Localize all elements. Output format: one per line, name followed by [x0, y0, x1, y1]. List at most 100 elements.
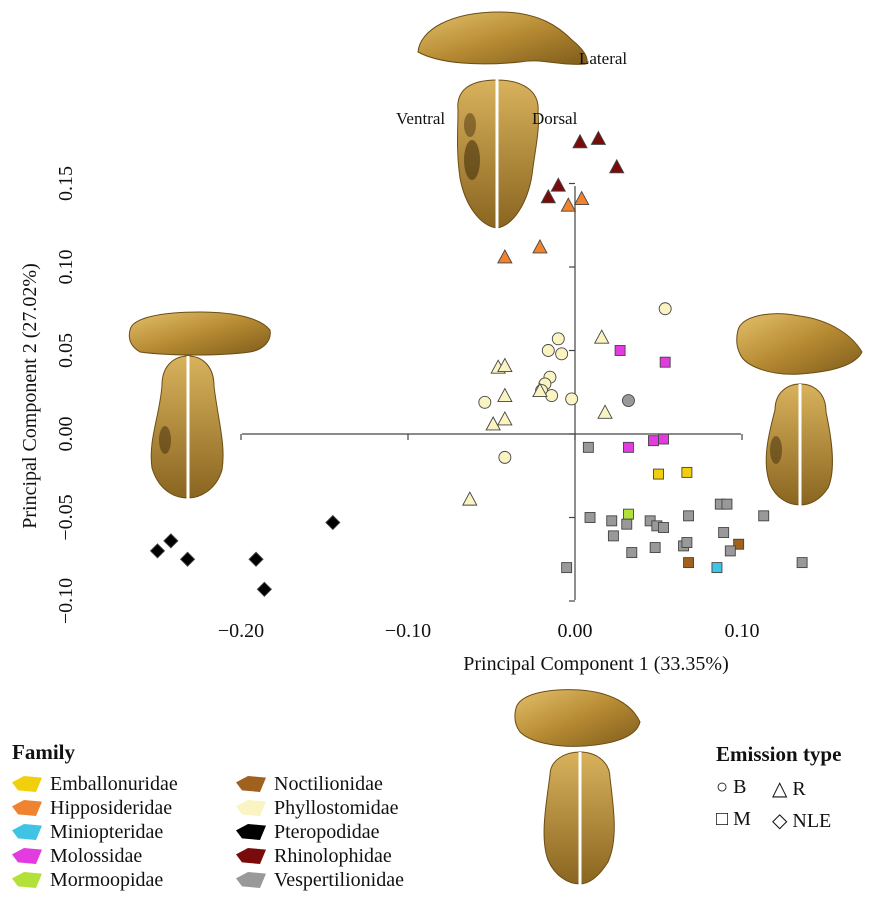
skull-render-left [128, 311, 271, 500]
legend-swatch [236, 824, 266, 840]
data-point [497, 411, 513, 426]
legend-emission-m: □ M [716, 808, 751, 830]
legend-label: Rhinolophidae [274, 845, 392, 867]
data-point [179, 551, 196, 567]
legend-swatch [236, 872, 266, 888]
data-point [325, 514, 341, 531]
data-point [498, 450, 512, 464]
y-tick-label: 0.00 [55, 417, 77, 452]
y-tick-label: −0.10 [55, 578, 77, 624]
data-point [540, 188, 557, 204]
legend-label: Pteropodidae [274, 821, 380, 843]
legend-swatch [12, 800, 42, 816]
data-point [721, 498, 733, 510]
legend-label: Phyllostomidae [274, 797, 399, 819]
data-point [163, 533, 179, 549]
legend-label: Miniopteridae [50, 821, 164, 843]
legend-swatch [236, 800, 266, 816]
data-point [681, 537, 693, 548]
data-point [607, 530, 619, 542]
data-point [582, 441, 594, 453]
data-point [622, 441, 634, 453]
data-point [462, 491, 478, 506]
legend-swatch [12, 824, 42, 840]
data-point [659, 356, 671, 368]
data-point [648, 435, 659, 447]
y-axis-label: Principal Component 2 (27.02%) [19, 263, 41, 529]
data-point [658, 302, 672, 316]
data-point [560, 197, 577, 212]
family-legend-title: Family [12, 740, 75, 764]
data-point [606, 515, 618, 527]
y-tick-label: 0.15 [55, 166, 77, 201]
legend-swatch [236, 776, 266, 792]
data-point [485, 416, 501, 431]
data-point [590, 130, 607, 145]
legend-swatch [12, 776, 42, 792]
emission-legend: Emission type ○ B △ R □ M ◇ NLE [714, 742, 864, 842]
data-point [796, 557, 808, 569]
annotation-dorsal: Dorsal [532, 109, 578, 128]
data-point [626, 547, 638, 559]
data-point [497, 249, 513, 264]
data-point [653, 468, 664, 480]
data-point [532, 239, 548, 254]
x-tick-label: 0.00 [558, 620, 593, 642]
data-point [478, 395, 492, 409]
data-point [718, 527, 730, 538]
x-tick-label: −0.10 [385, 620, 431, 642]
legend-emission-nle: ◇ NLE [772, 810, 832, 832]
data-point [248, 551, 264, 567]
data-point [561, 562, 573, 574]
legend-label: Mormoopidae [50, 869, 164, 891]
data-point [565, 392, 579, 406]
data-point [584, 512, 596, 523]
legend-label: Molossidae [50, 845, 143, 867]
data-point [573, 190, 590, 205]
data-point [683, 510, 695, 522]
legend-emission-r: △ R [772, 778, 806, 800]
data-point [724, 545, 736, 557]
data-point [608, 158, 625, 174]
legend-label: Noctilionidae [274, 773, 383, 795]
data-point [497, 387, 513, 403]
annotation-lateral: Lateral [579, 49, 627, 68]
data-point [572, 133, 588, 149]
data-point [733, 538, 745, 550]
data-point [658, 433, 669, 445]
legend-swatch [236, 848, 266, 864]
legend-swatch [12, 848, 42, 864]
data-point [593, 329, 610, 344]
data-point [256, 581, 273, 597]
data-point [551, 332, 565, 346]
skull-render-top [417, 11, 588, 232]
data-point [597, 404, 613, 419]
x-tick-label: −0.20 [218, 620, 264, 642]
skull-render-bottom [514, 689, 641, 888]
data-point [758, 510, 770, 522]
legend-emission-b: ○ B [716, 776, 747, 798]
data-point [497, 357, 513, 372]
y-tick-label: 0.05 [55, 333, 77, 368]
data-point [649, 542, 661, 554]
data-point [614, 345, 626, 356]
data-point [622, 508, 634, 520]
data-point [711, 562, 723, 574]
data-point [550, 177, 567, 192]
annotation-ventral: Ventral [396, 109, 445, 128]
x-tick-label: 0.10 [725, 620, 760, 642]
y-tick-label: −0.05 [55, 494, 77, 540]
data-point [545, 389, 559, 403]
x-axis-label: Principal Component 1 (33.35%) [463, 653, 729, 675]
legend-label: Emballonuridae [50, 773, 178, 795]
data-point [149, 543, 166, 559]
skull-render-right [736, 313, 863, 507]
data-point [681, 466, 693, 478]
legend-swatch [12, 872, 42, 888]
data-point [532, 382, 548, 398]
emission-legend-title: Emission type [716, 742, 842, 766]
data-point [555, 347, 569, 361]
legend-label: Vespertilionidae [274, 869, 404, 891]
data-point [658, 522, 669, 533]
